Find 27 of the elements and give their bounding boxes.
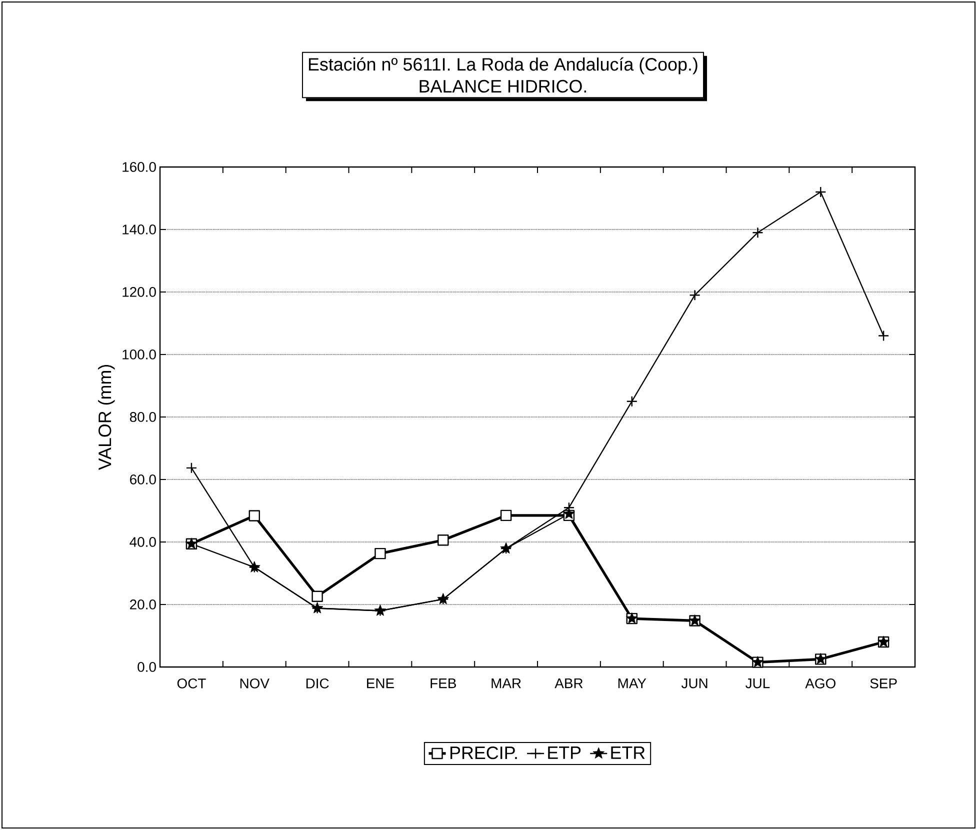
x-tick-label: AGO	[805, 678, 836, 688]
y-tick-label: 20.0	[130, 600, 156, 610]
y-tick-label: 60.0	[130, 474, 156, 484]
x-tick-label: ABR	[554, 678, 583, 688]
y-tick-label: 0.0	[138, 662, 156, 672]
x-tick-label: JUN	[681, 678, 708, 688]
y-tick-label: 100.0	[122, 350, 156, 360]
x-tick-label: DIC	[306, 678, 329, 688]
y-tick-label: 80.0	[130, 412, 156, 422]
legend-label: PRECIP.	[450, 746, 517, 760]
y-tick-label: 160.0	[122, 162, 156, 172]
legend-label: ETP	[548, 746, 581, 759]
x-tick-label: ENE	[367, 678, 394, 688]
y-tick-label: 140.0	[122, 224, 156, 234]
x-tick-label: JUL	[746, 678, 770, 688]
chart-subtitle: BALANCE HIDRICO.	[420, 80, 586, 93]
x-tick-label: MAY	[618, 678, 646, 688]
y-tick-label: 120.0	[122, 287, 156, 297]
x-tick-label: NOV	[240, 678, 270, 688]
chart-title: Estación nº 5611I. La Roda de Andalucía (Coop.)	[308, 57, 698, 74]
y-axis-title: VALOR (mm)	[98, 364, 115, 470]
legend-label: ETR	[611, 746, 645, 759]
x-tick-label: OCT	[177, 678, 206, 688]
x-tick-label: FEB	[430, 678, 456, 688]
x-tick-label: MAR	[492, 678, 521, 688]
x-tick-label: SEP	[870, 678, 897, 688]
y-tick-label: 40.0	[130, 537, 156, 547]
